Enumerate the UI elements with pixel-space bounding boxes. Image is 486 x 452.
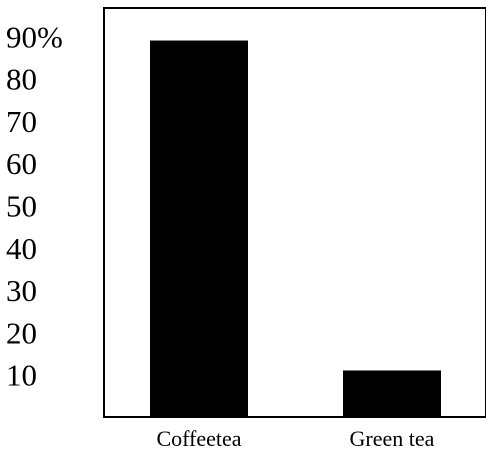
bar-green-tea [343,370,441,417]
y-tick-label: 50 [6,189,37,224]
y-tick-label: 60 [6,146,37,181]
y-axis-ticks: 10 20 30 40 50 60 70 80 90% [6,19,63,392]
plot-frame [103,7,486,418]
x-tick-label: Coffeetea [156,426,241,451]
x-tick-label: Green tea [350,426,435,451]
y-tick-label: 70 [6,104,37,139]
bars [150,40,441,417]
y-tick-label: 40 [6,231,37,266]
y-tick-label: 20 [6,315,37,350]
y-tick-label: 90% [6,19,63,54]
y-tick-label: 10 [6,358,37,393]
y-tick-label: 30 [6,273,37,308]
bar-coffeetea [150,40,248,417]
y-tick-label: 80 [6,62,37,97]
x-axis-ticks: Coffeetea Green tea [156,426,434,451]
